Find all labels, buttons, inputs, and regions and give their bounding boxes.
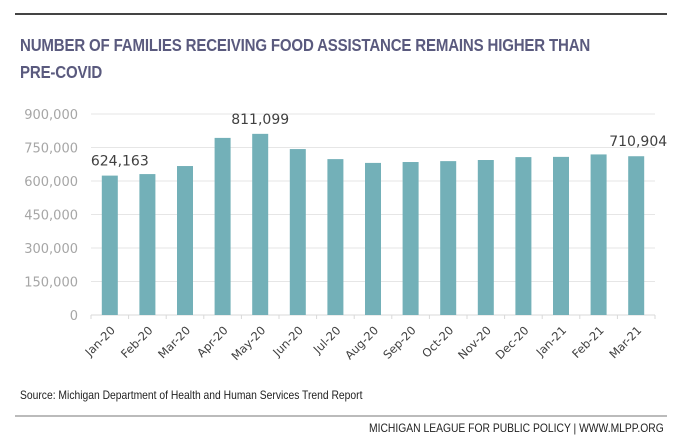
y-tick-label: 150,000 (24, 276, 78, 291)
chart-title-line-1: NUMBER OF FAMILIES RECEIVING FOOD ASSIST… (20, 35, 591, 55)
x-tick-label: Mar-20 (155, 323, 193, 361)
x-tick-label: May-20 (228, 323, 268, 363)
data-label: 811,099 (231, 112, 289, 128)
bottom-rule (15, 415, 667, 417)
y-axis-tick-labels: 0 150,000 300,000 450,000 600,000 750,000 900,… (24, 108, 78, 324)
y-tick-label: 300,000 (24, 242, 78, 257)
x-tick-label: Feb-21 (569, 323, 607, 361)
source-note: Source: Michigan Department of Health an… (20, 388, 363, 402)
x-tick-label: Feb-20 (118, 323, 156, 361)
bar-mar-20 (177, 166, 193, 315)
bar-may-20 (252, 133, 269, 315)
chart-title-line-2: PRE-COVID (20, 62, 103, 82)
x-tick-label: Jun-20 (269, 323, 306, 360)
x-tick-label: Aug-20 (342, 323, 381, 362)
bar-feb-20 (139, 174, 156, 315)
data-label: 624,163 (91, 154, 149, 170)
x-tick-label: Jan-20 (81, 323, 117, 359)
bar-dec-20 (515, 157, 532, 315)
x-tick-label: Nov-20 (455, 323, 494, 362)
bar-mar-21 (628, 156, 645, 315)
footer-credit: MICHIGAN LEAGUE FOR PUBLIC POLICY | WWW.… (369, 421, 664, 435)
bar-nov-20 (477, 160, 494, 315)
y-tick-label: 750,000 (24, 142, 78, 157)
x-tick-label: Sep-20 (380, 323, 419, 362)
x-tick-label: Oct-20 (419, 323, 456, 360)
y-tick-label: 900,000 (24, 108, 78, 123)
bar-jan-20 (101, 175, 118, 315)
bar-aug-20 (365, 162, 381, 315)
bars (101, 133, 645, 315)
data-label: 710,904 (609, 134, 667, 150)
bar-jan-21 (553, 156, 569, 315)
bar-jul-20 (327, 159, 344, 315)
bar-jun-20 (289, 149, 306, 315)
data-labels: 624,163 811,099 710,904 (91, 112, 667, 170)
x-tick-label: Jul-20 (310, 323, 344, 357)
y-tick-label: 0 (70, 309, 78, 324)
x-tick-label: Jan-21 (533, 323, 569, 359)
top-rule (15, 13, 667, 15)
y-tick-label: 450,000 (24, 209, 78, 224)
chart-title: NUMBER OF FAMILIES RECEIVING FOOD ASSIST… (20, 32, 591, 86)
x-tick-label: Mar-21 (606, 323, 644, 361)
x-tick-label: Apr-20 (194, 323, 231, 360)
y-tick-label: 600,000 (24, 175, 78, 190)
x-tick-label: Dec-20 (493, 323, 532, 362)
bar-oct-20 (440, 161, 457, 315)
bar-apr-20 (214, 137, 231, 315)
bar-sep-20 (402, 162, 419, 315)
bar-feb-21 (590, 154, 607, 315)
